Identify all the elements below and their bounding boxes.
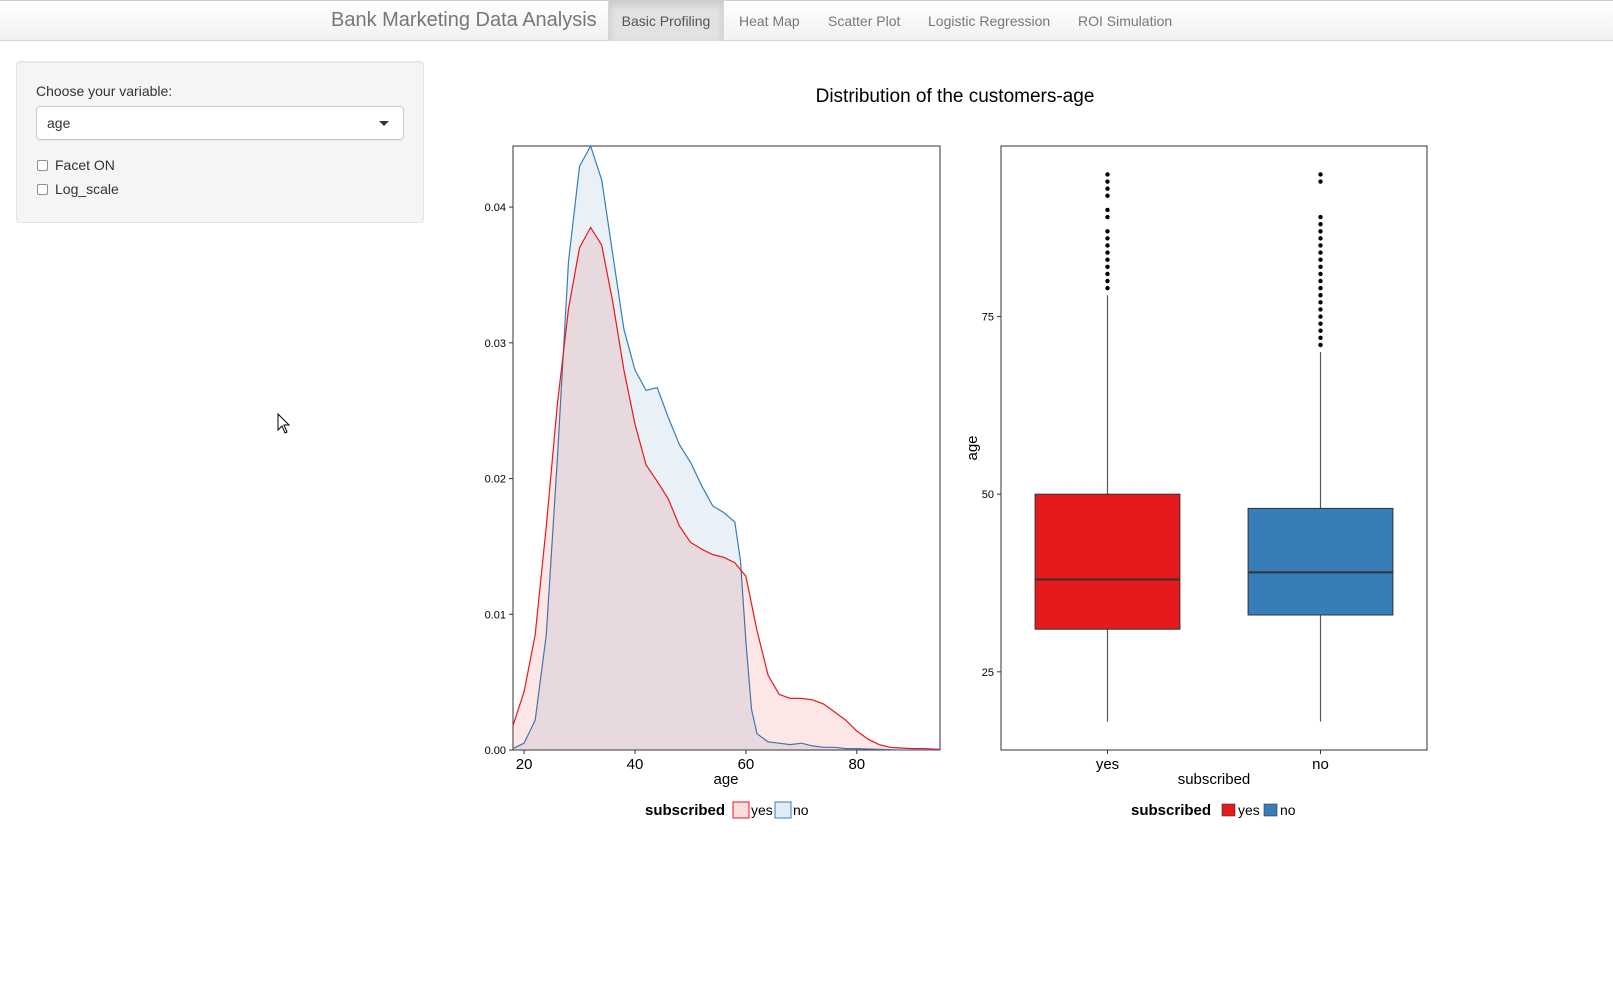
density-chart: 0.00 0.01 0.02 0.03 0.04 20 40 60 80 age subscri… — [485, 144, 941, 819]
density-legend-label-no: no — [793, 802, 809, 818]
box-outlier-no — [1318, 342, 1323, 348]
density-y-tick-label: 0.00 — [485, 745, 506, 757]
box-outlier-no — [1318, 250, 1323, 255]
box-outlier-yes — [1105, 264, 1110, 269]
density-x-tick-label: 20 — [516, 756, 533, 773]
box-outlier-no — [1318, 321, 1323, 326]
density-panel-border — [512, 145, 941, 751]
box-body-yes — [1034, 493, 1181, 630]
tab-basic-profiling[interactable]: Basic Profiling — [608, 1, 724, 41]
density-legend-title: subscribed — [645, 802, 725, 819]
plot-title: Distribution of the customers-age — [815, 86, 1095, 107]
box-outlier-no — [1318, 328, 1323, 333]
variable-select[interactable]: age — [36, 106, 404, 140]
box-outlier-no — [1318, 214, 1323, 220]
density-y-tick-label: 0.01 — [485, 609, 506, 621]
box-outlier-no — [1318, 243, 1323, 248]
density-line-yes — [512, 226, 941, 750]
box-legend: subscribed yes no — [1131, 802, 1296, 819]
box-outlier-yes — [1105, 250, 1110, 255]
app-brand-title[interactable]: Bank Marketing Data Analysis — [331, 9, 597, 31]
box-outlier-no — [1318, 229, 1323, 234]
box-x-axis-label: subscribed — [1178, 771, 1251, 788]
box-x-tick-label: no — [1312, 756, 1329, 773]
sidebar-panel: Choose your variable: age Facet ON Log_s… — [16, 61, 424, 223]
box-outlier-yes — [1105, 278, 1110, 284]
box-outlier-no — [1318, 236, 1323, 241]
variable-select-label: Choose your variable: — [36, 83, 173, 99]
density-legend: subscribed yes no — [645, 801, 809, 819]
density-line-no — [512, 144, 940, 751]
box-outlier-yes — [1105, 214, 1110, 220]
density-legend-key-yes — [732, 801, 750, 819]
box-outlier-yes — [1105, 236, 1110, 241]
box-outlier-no — [1318, 307, 1323, 312]
box-outlier-yes — [1105, 229, 1110, 234]
caret-down-icon — [379, 121, 389, 126]
box-outlier-yes — [1105, 193, 1110, 198]
density-legend-key-no — [774, 801, 792, 819]
mouse-cursor-icon — [277, 413, 291, 434]
box-outlier-no — [1318, 264, 1323, 269]
box-y-tick-label: 50 — [982, 489, 994, 501]
box-outlier-no — [1318, 300, 1323, 305]
top-navbar: Bank Marketing Data Analysis Basic Profi… — [0, 0, 1613, 41]
box-y-tick-label: 75 — [982, 312, 994, 324]
facet-on-label: Facet ON — [55, 157, 115, 173]
log-scale-label: Log_scale — [55, 181, 119, 197]
box-outlier-yes — [1105, 179, 1110, 184]
tab-logistic-regression[interactable]: Logistic Regression — [928, 13, 1051, 29]
box-outlier-yes — [1105, 271, 1110, 277]
box-outlier-no — [1318, 278, 1323, 284]
box-outlier-yes — [1105, 257, 1110, 262]
box-outlier-no — [1318, 293, 1323, 298]
tab-roi-simulation[interactable]: ROI Simulation — [1078, 13, 1173, 29]
box-panel-border — [1000, 145, 1428, 751]
tab-scatter-plot[interactable]: Scatter Plot — [828, 13, 901, 29]
log-scale-checkbox[interactable] — [37, 184, 48, 195]
density-y-tick-label: 0.02 — [485, 474, 506, 486]
box-outlier-no — [1318, 179, 1323, 184]
density-legend-label-yes: yes — [751, 802, 773, 818]
density-area-no — [513, 146, 940, 750]
box-outlier-no — [1318, 314, 1323, 319]
box-outlier-no — [1318, 335, 1323, 341]
box-y-axis-label: age — [964, 435, 981, 460]
box-legend-label-yes: yes — [1238, 802, 1260, 818]
box-legend-key-yes — [1221, 803, 1236, 817]
box-y-tick-label: 25 — [982, 667, 994, 679]
density-x-tick-label: 40 — [627, 756, 644, 773]
density-y-tick-label: 0.04 — [485, 202, 506, 214]
box-x-tick-label: yes — [1096, 756, 1119, 773]
box-outlier-no — [1318, 221, 1323, 227]
box-legend-label-no: no — [1280, 802, 1296, 818]
box-outlier-yes — [1105, 243, 1110, 248]
tab-heat-map[interactable]: Heat Map — [739, 13, 800, 29]
box-outlier-yes — [1105, 186, 1110, 191]
box-body-no — [1247, 507, 1394, 616]
box-chart: 25 50 75 yes no age subscribed subscribed ye… — [964, 145, 1428, 819]
box-outlier-yes — [1105, 172, 1110, 177]
density-x-tick-label: 80 — [848, 756, 865, 773]
density-x-axis-label: age — [713, 771, 738, 788]
facet-on-checkbox[interactable] — [37, 160, 48, 171]
box-outlier-no — [1318, 257, 1323, 262]
box-outlier-no — [1318, 172, 1323, 177]
density-y-tick-label: 0.03 — [485, 338, 506, 350]
box-outlier-no — [1318, 271, 1323, 277]
box-outlier-yes — [1105, 285, 1110, 291]
box-outlier-no — [1318, 285, 1323, 291]
density-x-tick-label: 60 — [738, 756, 755, 773]
box-legend-title: subscribed — [1131, 802, 1211, 819]
variable-select-value: age — [47, 115, 71, 131]
box-legend-key-no — [1263, 803, 1278, 817]
density-area-yes — [513, 227, 940, 750]
box-outlier-yes — [1105, 207, 1110, 213]
